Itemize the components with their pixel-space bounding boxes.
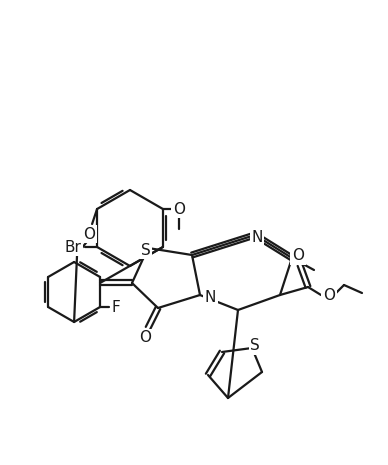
Text: O: O bbox=[292, 248, 304, 264]
Text: N: N bbox=[251, 230, 263, 245]
Text: F: F bbox=[112, 299, 120, 314]
Text: O: O bbox=[173, 201, 185, 217]
Text: O: O bbox=[323, 287, 335, 303]
Text: O: O bbox=[139, 331, 151, 345]
Text: O: O bbox=[83, 226, 95, 241]
Text: S: S bbox=[141, 243, 151, 258]
Text: Br: Br bbox=[65, 239, 81, 254]
Text: S: S bbox=[250, 339, 260, 353]
Text: N: N bbox=[205, 290, 217, 305]
